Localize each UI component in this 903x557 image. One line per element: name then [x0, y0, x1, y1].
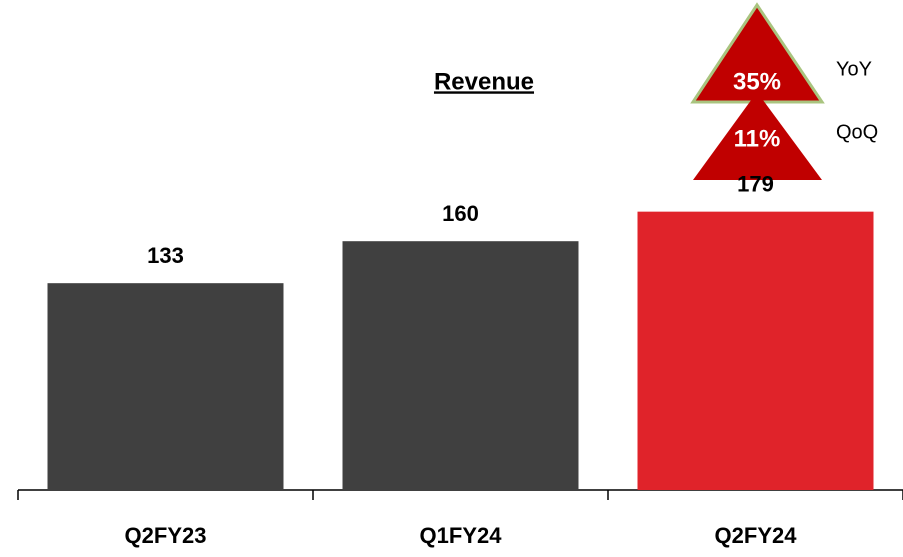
chart-title: Revenue [434, 68, 534, 95]
bar [637, 211, 874, 490]
x-tick-label: Q1FY24 [420, 523, 503, 548]
qoq-caption: QoQ [836, 121, 878, 143]
bar [47, 283, 284, 490]
qoq-value: 11% [734, 125, 781, 152]
data-label: 179 [737, 171, 774, 196]
yoy-caption: YoY [836, 58, 872, 80]
x-tick-label: Q2FY24 [715, 523, 798, 548]
x-tick-label: Q2FY23 [125, 523, 207, 548]
data-label: 133 [147, 243, 184, 268]
bar [342, 241, 579, 490]
yoy-value: 35% [733, 68, 781, 95]
data-label: 160 [442, 201, 479, 226]
growth-arrow [693, 92, 822, 180]
